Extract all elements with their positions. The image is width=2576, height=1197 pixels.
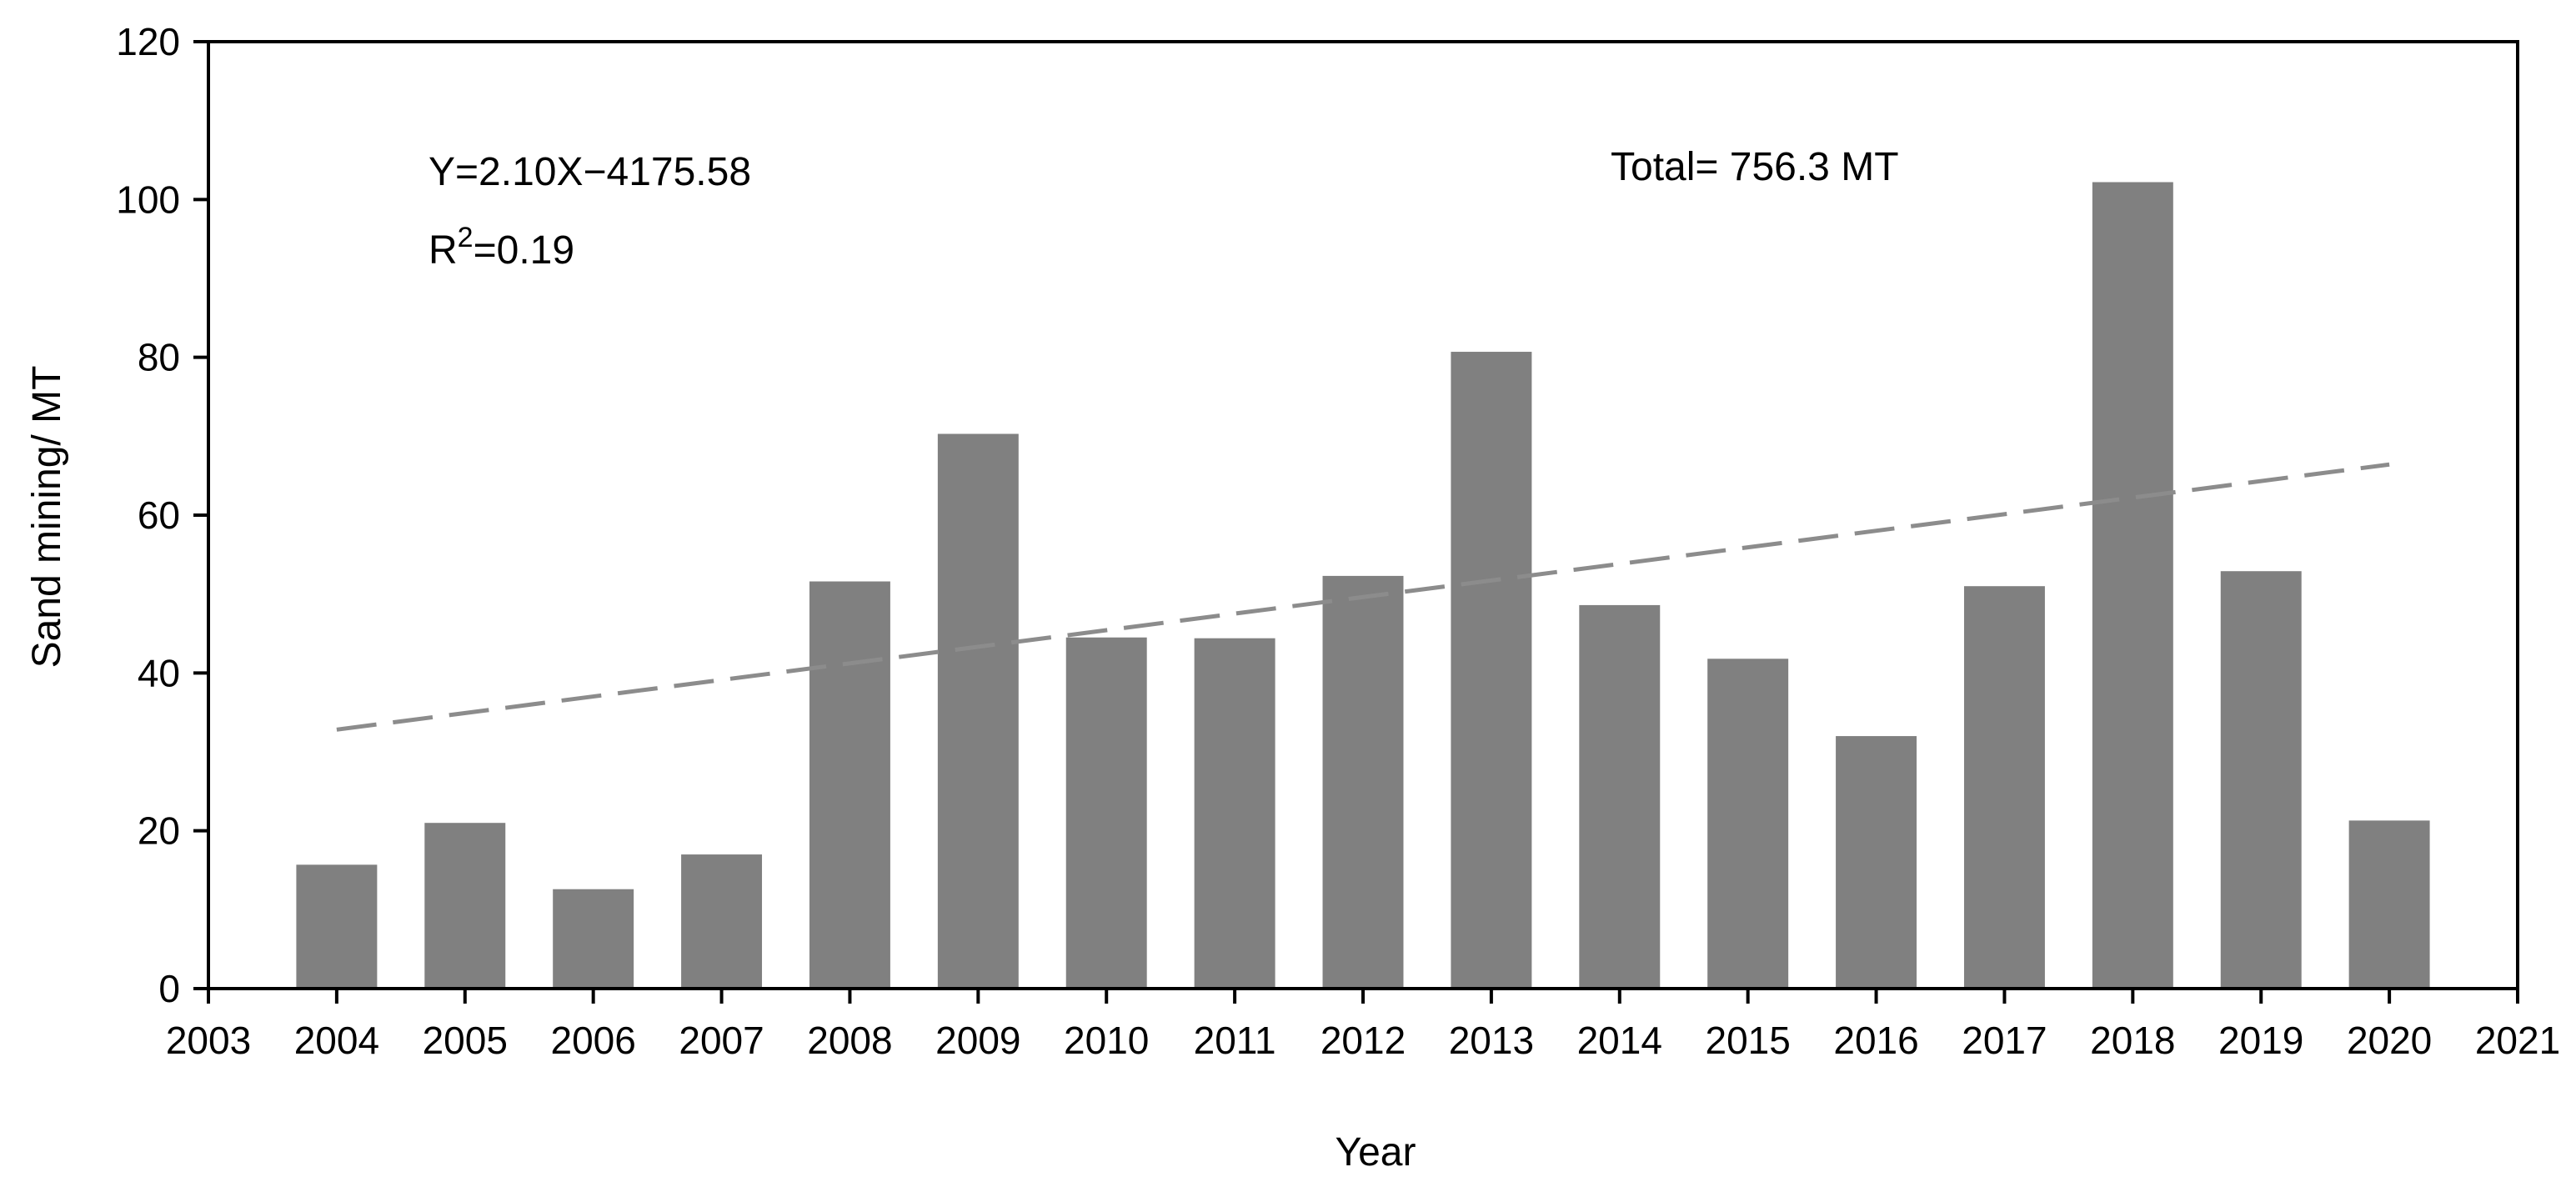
bar-2005 [424, 823, 506, 989]
y-tick-label: 100 [116, 178, 180, 221]
bar-2004 [296, 864, 378, 989]
bar-2016 [1836, 736, 1917, 989]
r2-annotation: R2=0.19 [428, 222, 574, 273]
bar-2007 [681, 854, 763, 989]
x-tick-label: 2021 [2475, 1019, 2560, 1062]
y-tick-label: 0 [158, 967, 180, 1010]
bar-2012 [1322, 575, 1404, 989]
y-tick-label: 40 [138, 651, 180, 694]
bar-2013 [1451, 352, 1532, 989]
y-axis-title: Sand mining/ MT [25, 366, 69, 669]
x-tick-label: 2007 [679, 1019, 764, 1062]
bar-2008 [809, 581, 890, 989]
bar-2019 [2220, 571, 2302, 989]
bars [296, 182, 2430, 989]
bar-2020 [2348, 820, 2430, 989]
bar-2018 [2092, 182, 2173, 989]
x-tick-label: 2010 [1064, 1019, 1149, 1062]
trend-line [336, 462, 2390, 732]
x-axis-title: Year [1336, 1130, 1416, 1174]
bar-2009 [937, 433, 1019, 989]
y-tick-label: 120 [116, 20, 180, 63]
x-tick-label: 2005 [423, 1019, 508, 1062]
x-tick-label: 2006 [550, 1019, 635, 1062]
bar-2015 [1707, 659, 1789, 989]
y-axis: 0 20 40 60 80 100 120 [116, 20, 208, 1010]
x-tick-label: 2003 [166, 1019, 251, 1062]
x-tick-label: 2019 [2218, 1019, 2303, 1062]
x-tick-label: 2016 [1833, 1019, 1918, 1062]
x-axis: 2003 2004 2005 2006 2007 2008 2009 2010 2011 2012… [166, 989, 2560, 1062]
x-tick-label: 2014 [1577, 1019, 1662, 1062]
bar-2006 [553, 889, 634, 989]
x-tick-label: 2008 [807, 1019, 892, 1062]
y-tick-label: 60 [138, 493, 180, 537]
x-tick-label: 2009 [935, 1019, 1020, 1062]
x-tick-label: 2020 [2347, 1019, 2432, 1062]
x-tick-label: 2017 [1962, 1019, 2047, 1062]
r2-value: =0.19 [474, 228, 574, 273]
bar-2011 [1194, 638, 1275, 989]
equation-annotation: Y=2.10X−4175.58 [428, 150, 751, 194]
y-tick-label: 80 [138, 336, 180, 379]
x-tick-label: 2018 [2090, 1019, 2175, 1062]
r2-superscript: 2 [458, 222, 474, 253]
bar-2017 [1963, 586, 2045, 989]
x-tick-label: 2011 [1194, 1019, 1276, 1062]
y-tick-label: 20 [138, 809, 180, 853]
bar-2014 [1579, 604, 1661, 989]
r2-prefix: R [428, 228, 458, 273]
x-tick-label: 2004 [294, 1019, 379, 1062]
x-tick-label: 2015 [1705, 1019, 1790, 1062]
x-tick-label: 2013 [1449, 1019, 1534, 1062]
total-annotation: Total= 756.3 MT [1611, 145, 1899, 189]
bar-2010 [1065, 637, 1147, 989]
x-tick-label: 2012 [1321, 1019, 1406, 1062]
